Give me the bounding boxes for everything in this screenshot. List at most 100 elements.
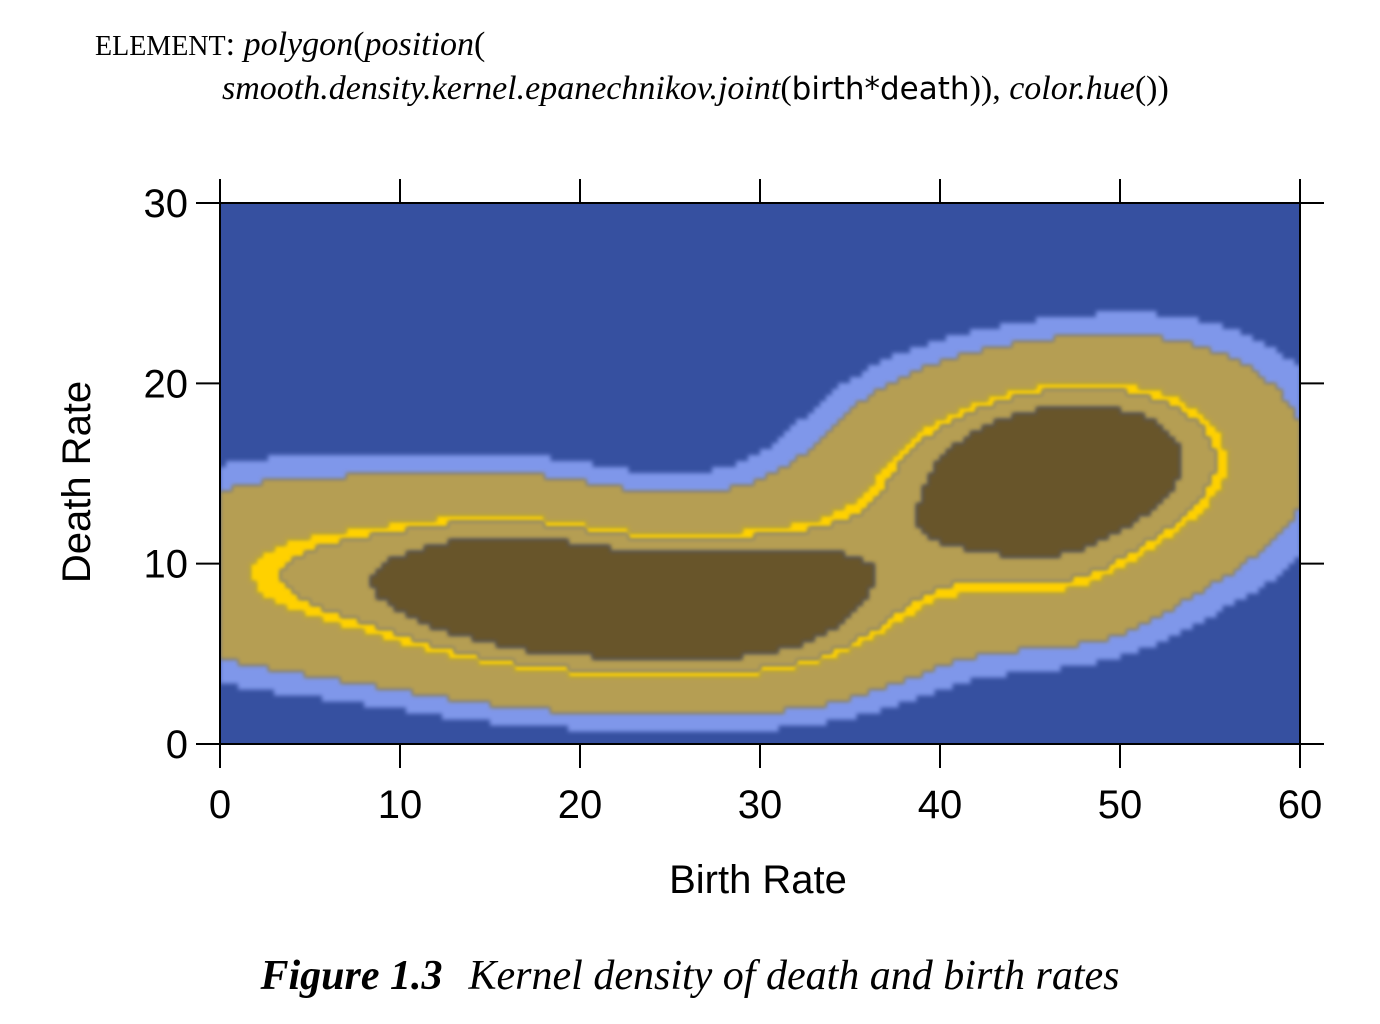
density-cell: [292, 611, 299, 618]
density-cell: [556, 713, 563, 720]
density-cell: [292, 677, 299, 684]
density-cell: [586, 707, 593, 714]
density-cell: [766, 479, 773, 486]
density-cell: [604, 683, 611, 690]
density-cell: [1210, 323, 1217, 330]
density-cell: [328, 671, 335, 678]
density-cell: [526, 497, 533, 504]
density-cell: [232, 545, 239, 552]
density-cell: [304, 461, 311, 468]
density-cell: [874, 443, 881, 450]
density-cell: [1156, 389, 1163, 396]
density-cell: [1138, 557, 1145, 564]
density-cell: [898, 653, 905, 660]
density-cell: [376, 485, 383, 492]
density-cell: [550, 521, 557, 528]
density-cell: [1186, 605, 1193, 612]
density-cell: [1144, 545, 1151, 552]
density-cell: [1222, 533, 1229, 540]
density-cell: [1228, 575, 1235, 582]
density-cell: [244, 467, 251, 474]
density-cell: [1078, 347, 1085, 354]
density-cell: [706, 515, 713, 522]
density-cell: [976, 359, 983, 366]
density-cell: [298, 623, 305, 630]
density-cell: [844, 485, 851, 492]
density-cell: [1048, 593, 1055, 600]
density-cell: [772, 485, 779, 492]
density-cell: [526, 689, 533, 696]
density-cell: [346, 689, 353, 696]
density-cell: [1234, 335, 1241, 342]
density-cell: [850, 683, 857, 690]
density-cell: [748, 461, 755, 468]
density-cell: [1060, 365, 1067, 372]
density-cell: [958, 599, 965, 606]
density-cell: [1270, 509, 1277, 516]
density-cell: [940, 683, 947, 690]
density-cell: [1072, 335, 1079, 342]
density-cell: [364, 647, 371, 654]
density-cell: [1096, 605, 1103, 612]
density-cell: [1180, 317, 1187, 324]
density-cell: [916, 653, 923, 660]
density-cell: [550, 485, 557, 492]
density-cell: [832, 659, 839, 666]
density-cell: [568, 707, 575, 714]
density-cell: [868, 689, 875, 696]
density-cell: [808, 677, 815, 684]
density-cell: [406, 467, 413, 474]
density-cell: [1156, 593, 1163, 600]
density-cell: [1276, 383, 1283, 390]
density-cell: [244, 641, 251, 648]
density-cell: [406, 455, 413, 462]
density-cell: [1144, 635, 1151, 642]
density-cell: [910, 383, 917, 390]
density-cell: [796, 683, 803, 690]
density-cell: [622, 479, 629, 486]
density-cell: [574, 725, 581, 732]
density-cell: [1078, 317, 1085, 324]
density-cell: [1204, 587, 1211, 594]
density-cell: [1234, 455, 1241, 462]
density-cell: [1162, 329, 1169, 336]
density-cell: [220, 611, 227, 618]
density-cell: [790, 509, 797, 516]
density-cell: [574, 719, 581, 726]
density-cell: [718, 701, 725, 708]
density-cell: [952, 671, 959, 678]
density-cell: [868, 467, 875, 474]
spec-paren-3: (: [780, 70, 792, 107]
density-cell: [1282, 539, 1289, 546]
density-cell: [928, 665, 935, 672]
density-cell: [238, 653, 245, 660]
density-cell: [508, 677, 515, 684]
density-cell: [388, 653, 395, 660]
density-cell: [1006, 359, 1013, 366]
density-cell: [1126, 323, 1133, 330]
density-cell: [1048, 599, 1055, 606]
density-cell: [796, 467, 803, 474]
density-cell: [1198, 341, 1205, 348]
density-cell: [622, 677, 629, 684]
density-cell: [1270, 377, 1277, 384]
density-cell: [574, 509, 581, 516]
density-cell: [268, 653, 275, 660]
density-cell: [1228, 455, 1235, 462]
density-cell: [736, 515, 743, 522]
density-cell: [1252, 563, 1259, 570]
density-cell: [412, 665, 419, 672]
density-cell: [1288, 383, 1295, 390]
density-cell: [952, 371, 959, 378]
density-cell: [1282, 557, 1289, 564]
density-cell: [394, 521, 401, 528]
density-cell: [1192, 527, 1199, 534]
density-cell: [934, 395, 941, 402]
density-cell: [874, 401, 881, 408]
density-cell: [226, 617, 233, 624]
density-cell: [346, 635, 353, 642]
density-cell: [814, 485, 821, 492]
density-cell: [988, 599, 995, 606]
density-cell: [316, 461, 323, 468]
density-cell: [460, 503, 467, 510]
